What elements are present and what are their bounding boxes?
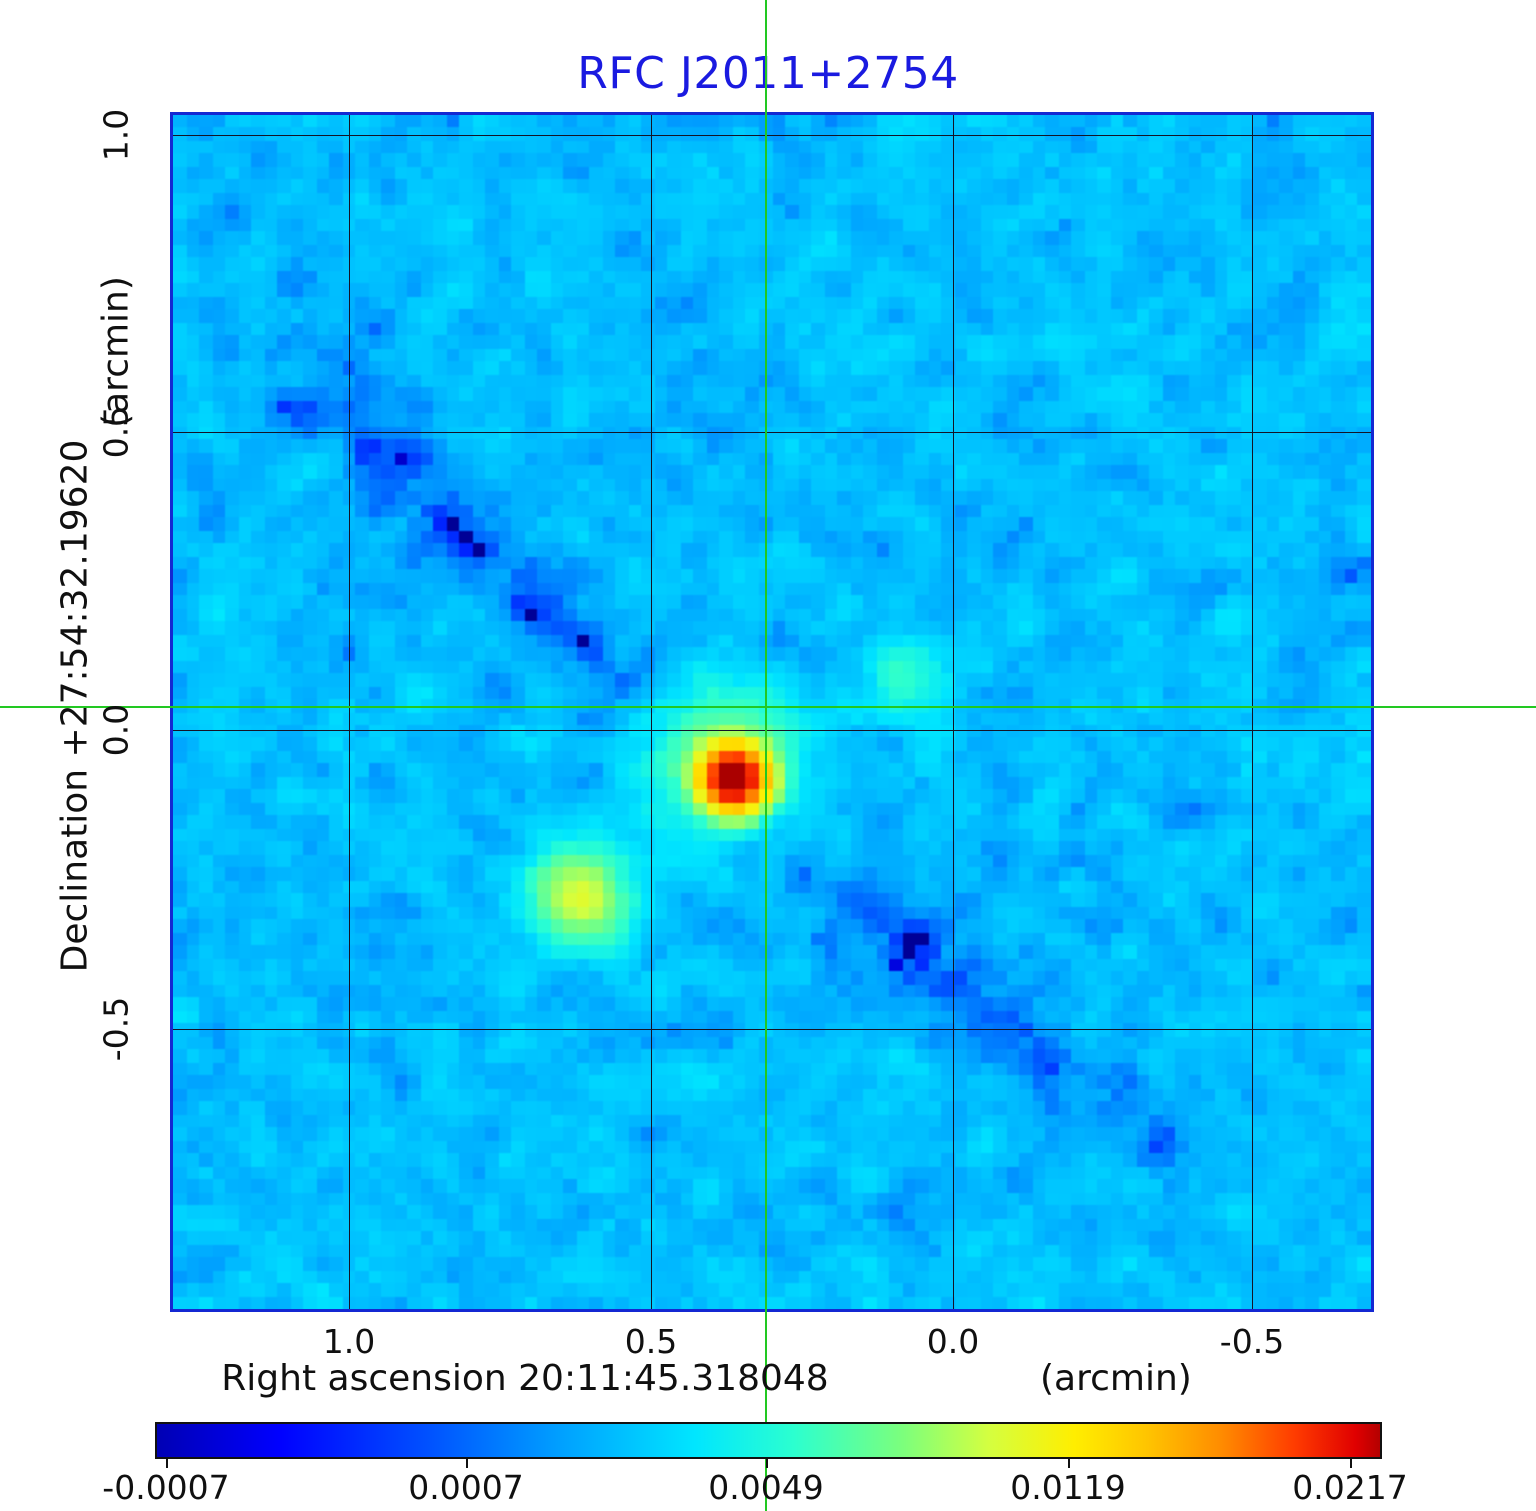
colorbar[interactable] xyxy=(155,1422,1382,1459)
colorbar-tick-mark xyxy=(1350,1459,1352,1468)
x-axis-unit: (arcmin) xyxy=(1040,1358,1192,1399)
colorbar-tick-mark xyxy=(166,1459,168,1468)
y-tick-label: 0.0 xyxy=(96,703,136,757)
sky-image-canvas[interactable] xyxy=(173,115,1371,1309)
y-axis-label: Declination +27:54:32.19620 xyxy=(54,439,96,973)
image-panel[interactable] xyxy=(170,112,1374,1312)
y-tick-label: -0.5 xyxy=(96,996,136,1062)
colorbar-tick-mark xyxy=(1068,1459,1070,1468)
x-tick-label: -0.5 xyxy=(1219,1322,1285,1361)
y-tick-label: 1.0 xyxy=(96,108,136,162)
x-tick-label: 1.0 xyxy=(322,1322,376,1361)
y-axis-unit: (arcmin) xyxy=(95,276,137,428)
colorbar-tick-mark xyxy=(766,1459,768,1468)
colorbar-tick-label: 0.0217 xyxy=(1292,1468,1408,1507)
colorbar-tick-label: 0.0007 xyxy=(408,1468,524,1507)
colorbar-tick-mark xyxy=(466,1459,468,1468)
x-tick-label: 0.0 xyxy=(926,1322,980,1361)
colorbar-tick-label: 0.0119 xyxy=(1010,1468,1126,1507)
colorbar-gradient xyxy=(157,1424,1380,1457)
x-axis-label: Right ascension 20:11:45.318048 xyxy=(221,1358,829,1399)
colorbar-tick-label: 0.0049 xyxy=(708,1468,824,1507)
page-title: RFC J2011+2754 xyxy=(577,48,959,99)
x-tick-label: 0.5 xyxy=(624,1322,678,1361)
colorbar-tick-label: -0.0007 xyxy=(102,1468,230,1507)
